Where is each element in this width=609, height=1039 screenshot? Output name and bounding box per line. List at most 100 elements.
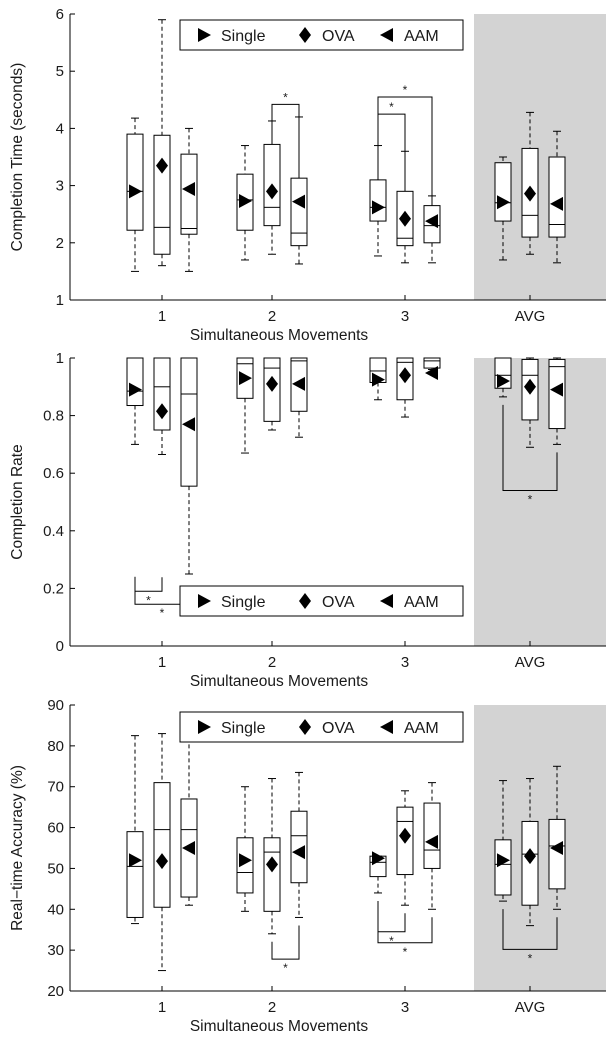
box-aam-3 [423, 357, 441, 380]
box-ova-1 [153, 733, 171, 972]
y-tick-label: 6 [56, 6, 64, 23]
box-ova-1 [153, 357, 171, 455]
bracket-line [271, 103, 300, 179]
mean-marker-single [372, 200, 385, 215]
mean-marker-ova [266, 375, 278, 392]
bracket-line [502, 404, 558, 491]
y-tick-label: 0.4 [43, 523, 64, 540]
y-tick-label: 0.6 [43, 465, 64, 482]
y-tick-label: 80 [47, 738, 64, 755]
mean-marker-aam [425, 834, 438, 849]
box-aam-2 [290, 771, 308, 918]
significance-bracket: * [377, 900, 433, 959]
significance-star: * [146, 593, 151, 607]
box-aam-2 [290, 116, 308, 265]
legend-box [179, 19, 464, 51]
legend-label-ova: OVA [322, 28, 355, 45]
x-tick-label: 1 [158, 999, 166, 1016]
bracket-line [377, 900, 433, 944]
legend-label-ova: OVA [322, 594, 355, 611]
mean-marker-aam [550, 196, 563, 211]
mean-marker-single [239, 194, 252, 209]
x-axis-label: Simultaneous Movements [190, 1018, 369, 1035]
y-tick-label: 40 [47, 901, 64, 918]
legend-marker-ova [299, 719, 311, 735]
significance-bracket: * [271, 90, 300, 179]
mean-marker-aam [292, 194, 305, 209]
significance-star: * [389, 934, 394, 948]
mean-marker-single [129, 853, 142, 868]
legend-marker-aam [380, 720, 393, 734]
legend-label-aam: AAM [404, 28, 439, 45]
y-tick-label: 4 [56, 120, 64, 137]
x-axis-label: Simultaneous Movements [190, 673, 369, 690]
mean-marker-ova [266, 183, 278, 200]
box-ova-avg [521, 778, 539, 927]
x-tick-label: 2 [268, 654, 276, 671]
mean-marker-aam [550, 841, 563, 855]
mean-marker-ova [524, 185, 536, 202]
significance-star: * [528, 492, 533, 506]
significance-bracket: * [377, 83, 433, 206]
y-tick-label: 1 [56, 292, 64, 309]
y-tick-label: 20 [47, 983, 64, 1000]
box-single-1 [126, 735, 144, 925]
legend-label-single: Single [221, 594, 266, 611]
y-tick-label: 1 [56, 350, 64, 367]
significance-star: * [283, 961, 288, 975]
chart-panel-2: 0 0.2 0.4 0.6 0.8 1 1 2 3 AVG Simultaneous Movemen… [9, 350, 606, 690]
box-ova-3 [396, 357, 414, 418]
mean-marker-ova [524, 378, 536, 395]
box-single-2 [236, 145, 254, 261]
box-iqr [548, 358, 566, 430]
box-iqr [153, 134, 171, 255]
y-tick-label: 30 [47, 942, 64, 959]
box-aam-avg [548, 130, 566, 264]
bracket-line [502, 909, 558, 950]
y-tick-label: 0.8 [43, 408, 64, 425]
mean-marker-ova [399, 367, 411, 384]
box-ova-3 [396, 150, 414, 264]
box-aam-1 [180, 357, 198, 575]
box-iqr [180, 153, 198, 235]
box-single-1 [126, 117, 144, 272]
mean-marker-ova [524, 848, 536, 865]
legend-marker-single [198, 28, 211, 42]
significance-bracket: * [502, 404, 558, 506]
significance-bracket: * [271, 925, 300, 975]
mean-marker-single [129, 382, 142, 397]
box-single-3 [369, 357, 387, 401]
mean-marker-single [129, 184, 142, 199]
box-single-3 [369, 851, 387, 894]
y-tick-label: 70 [47, 779, 64, 796]
box-ova-2 [263, 778, 281, 935]
y-tick-label: 90 [47, 697, 64, 714]
box-ova-1 [153, 19, 171, 267]
legend-marker-ova [299, 27, 311, 43]
box-aam-avg [548, 357, 566, 445]
mean-marker-aam [425, 365, 438, 380]
y-axis-label: Real−time Accuracy (%) [9, 765, 26, 931]
mean-marker-ova [156, 403, 168, 420]
significance-bracket: * [377, 900, 406, 948]
x-tick-label: 3 [401, 654, 409, 671]
box-single-avg [494, 780, 512, 902]
box-ova-2 [263, 357, 281, 431]
mean-marker-aam [182, 841, 195, 855]
box-iqr [423, 357, 441, 369]
box-iqr [126, 133, 144, 231]
box-iqr [236, 837, 254, 894]
significance-star: * [528, 951, 533, 965]
mean-marker-single [497, 195, 510, 210]
mean-marker-ova [266, 856, 278, 873]
x-tick-label: 3 [401, 308, 409, 325]
bracket-line [271, 925, 300, 960]
x-tick-label: 2 [268, 999, 276, 1016]
y-tick-label: 0.2 [43, 580, 64, 597]
significance-bracket: * [377, 100, 406, 192]
box-iqr [126, 357, 144, 407]
y-axis-label: Completion Rate [9, 444, 26, 559]
mean-marker-single [239, 853, 252, 868]
legend-marker-single [198, 594, 211, 608]
y-tick-label: 5 [56, 63, 64, 80]
